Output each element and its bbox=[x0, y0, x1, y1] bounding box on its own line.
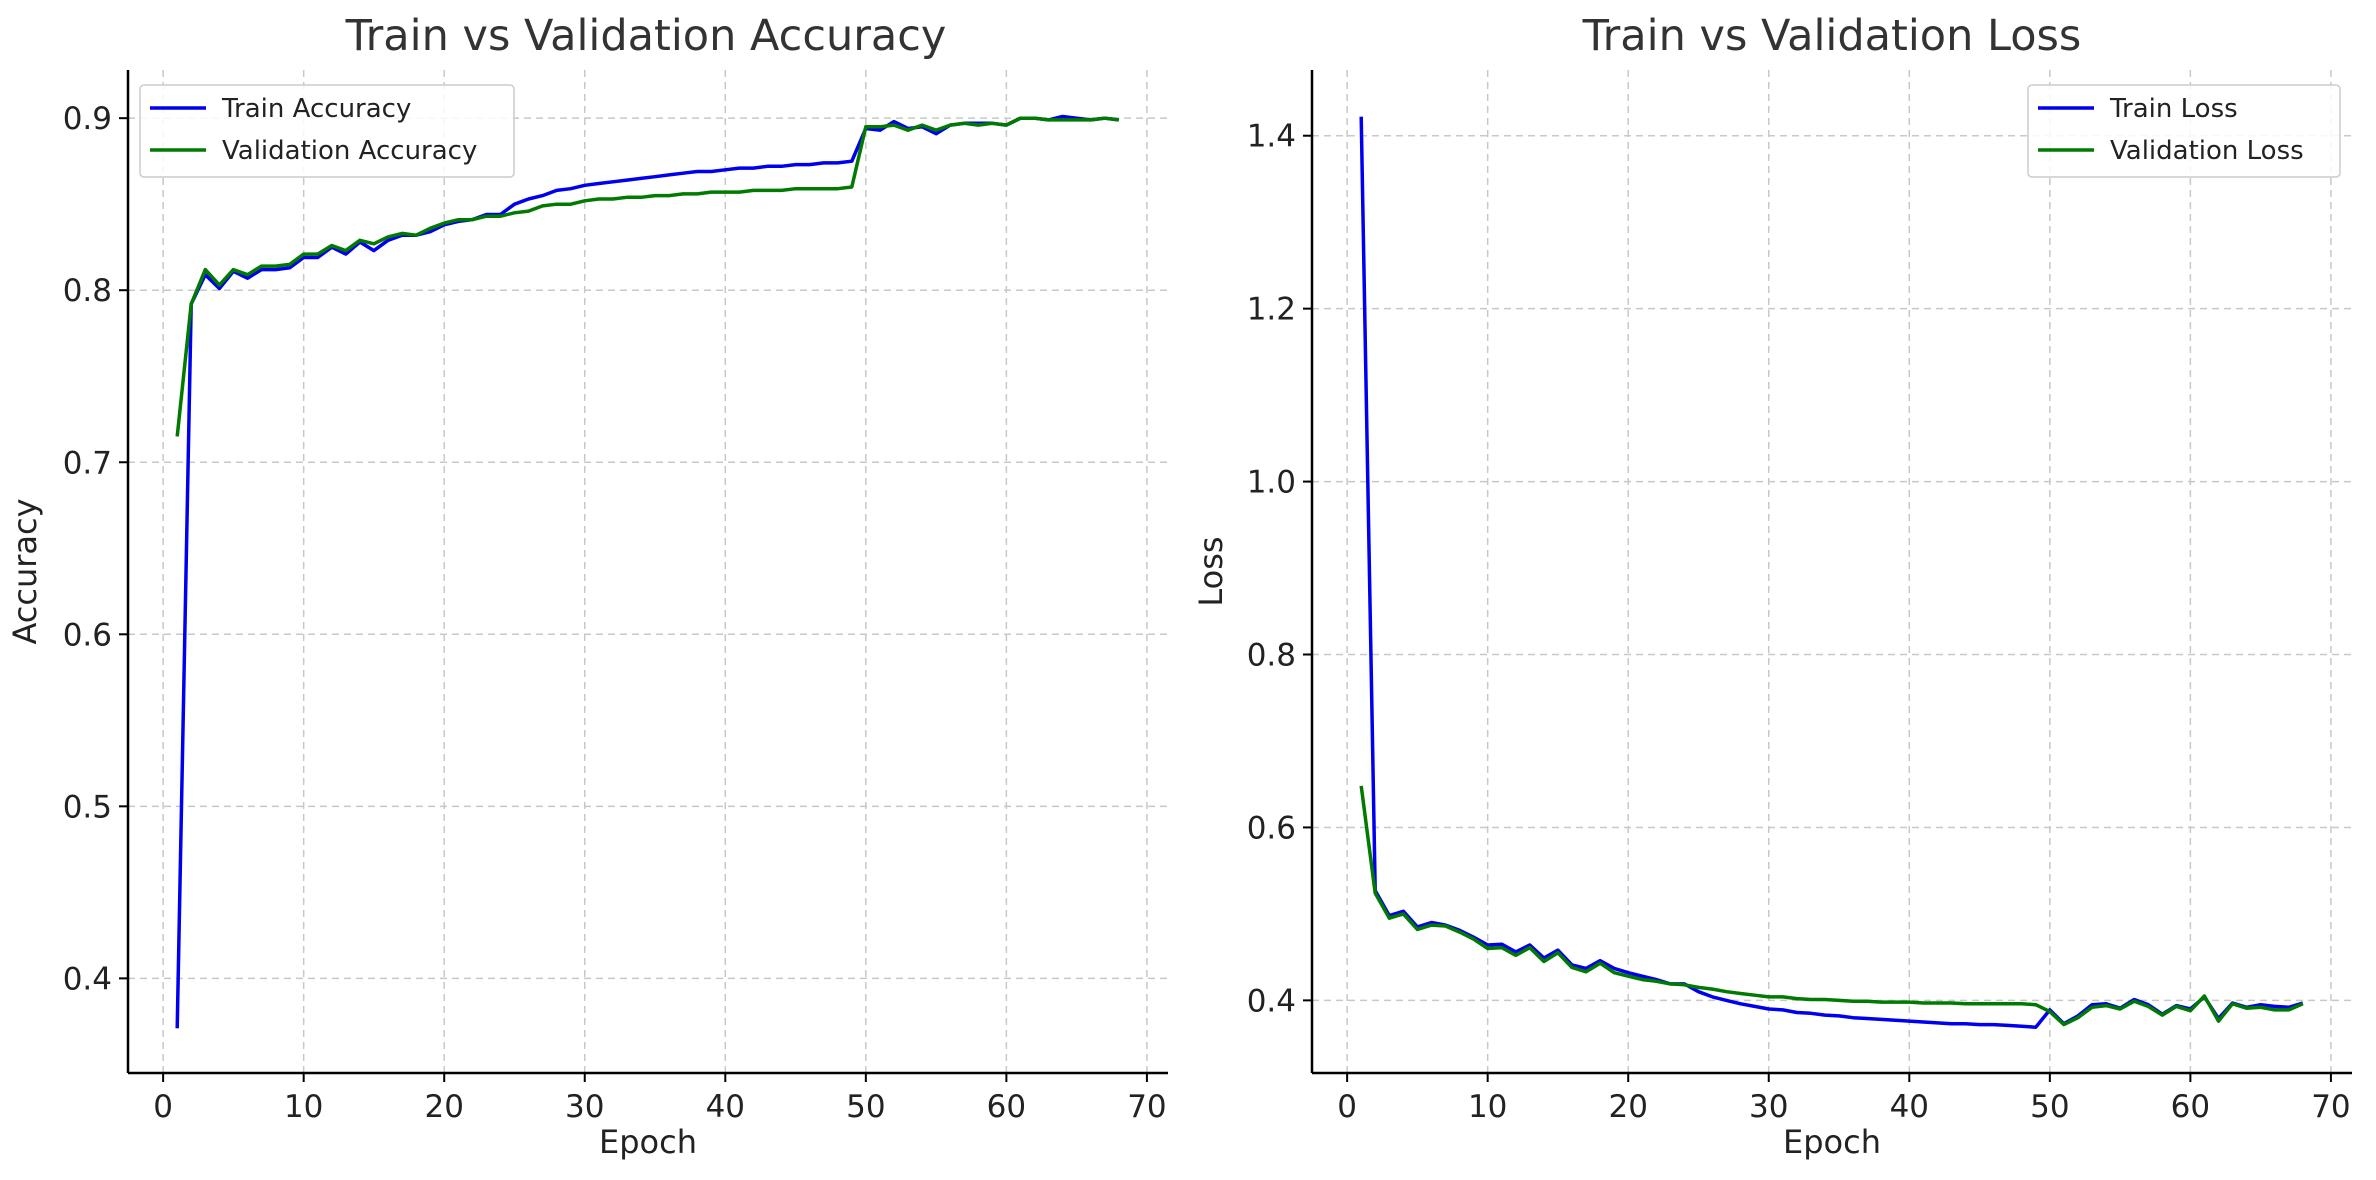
legend-label: Validation Accuracy bbox=[222, 136, 477, 166]
x-tick-label: 20 bbox=[1608, 1089, 1647, 1125]
y-tick-label: 0.4 bbox=[1247, 983, 1296, 1019]
series-line-train-loss bbox=[1359, 116, 2304, 1029]
y-tick-label: 0.8 bbox=[63, 273, 112, 309]
legend-label: Train Loss bbox=[2109, 94, 2238, 124]
x-tick-label: 60 bbox=[987, 1089, 1026, 1125]
legend: Train Loss Validation Loss bbox=[2027, 84, 2341, 178]
x-tick-label: 70 bbox=[1127, 1089, 1166, 1125]
chart-title: Train vs Validation Loss bbox=[1582, 11, 2082, 61]
x-tick-label: 40 bbox=[706, 1089, 745, 1125]
chart-panel-1: 0 10 20 30 40 50 60 70 0.4 0.5 0.6 0.7 0.8 0.9 Train v… bbox=[6, 11, 1168, 1161]
chart-panel-2: 0 10 20 30 40 50 60 70 0.4 0.6 0.8 1.0 1.2 1.4 Train v… bbox=[1192, 11, 2352, 1161]
x-tick-label: 50 bbox=[846, 1089, 885, 1125]
y-tick-label: 0.4 bbox=[63, 961, 112, 997]
x-tick-label: 10 bbox=[1468, 1089, 1507, 1125]
x-tick-label: 60 bbox=[2171, 1089, 2210, 1125]
y-tick-label: 1.0 bbox=[1247, 465, 1296, 501]
chart-title: Train vs Validation Accuracy bbox=[345, 11, 947, 61]
y-axis-label: Accuracy bbox=[6, 498, 44, 644]
x-axis-label: Epoch bbox=[599, 1123, 697, 1161]
y-tick-label: 0.5 bbox=[63, 789, 112, 825]
x-tick-label: 70 bbox=[2311, 1089, 2350, 1125]
x-axis-label: Epoch bbox=[1783, 1123, 1881, 1161]
x-tick-label: 0 bbox=[153, 1089, 173, 1125]
x-tick-label: 40 bbox=[1890, 1089, 1929, 1125]
y-tick-label: 1.4 bbox=[1247, 119, 1296, 155]
x-tick-label: 30 bbox=[1749, 1089, 1788, 1125]
y-tick-label: 0.7 bbox=[63, 445, 112, 481]
y-tick-label: 0.6 bbox=[1247, 810, 1296, 846]
y-tick-label: 0.6 bbox=[63, 617, 112, 653]
series-line-validation-accuracy bbox=[175, 116, 1120, 437]
y-axis-label: Loss bbox=[1192, 536, 1230, 606]
legend-label: Validation Loss bbox=[2110, 136, 2304, 166]
y-tick-label: 0.8 bbox=[1247, 638, 1296, 674]
x-tick-label: 10 bbox=[284, 1089, 323, 1125]
x-tick-label: 30 bbox=[565, 1089, 604, 1125]
legend-label: Train Accuracy bbox=[221, 94, 411, 124]
legend: Train Accuracy Validation Accuracy bbox=[139, 84, 515, 178]
x-tick-label: 50 bbox=[2030, 1089, 2069, 1125]
x-tick-label: 20 bbox=[424, 1089, 463, 1125]
x-tick-label: 0 bbox=[1337, 1089, 1357, 1125]
series-line-validation-loss bbox=[1359, 785, 2304, 1027]
legend-box bbox=[2027, 84, 2341, 178]
legend-box bbox=[139, 84, 515, 178]
y-tick-label: 1.2 bbox=[1247, 292, 1296, 328]
y-tick-label: 0.9 bbox=[63, 101, 112, 137]
